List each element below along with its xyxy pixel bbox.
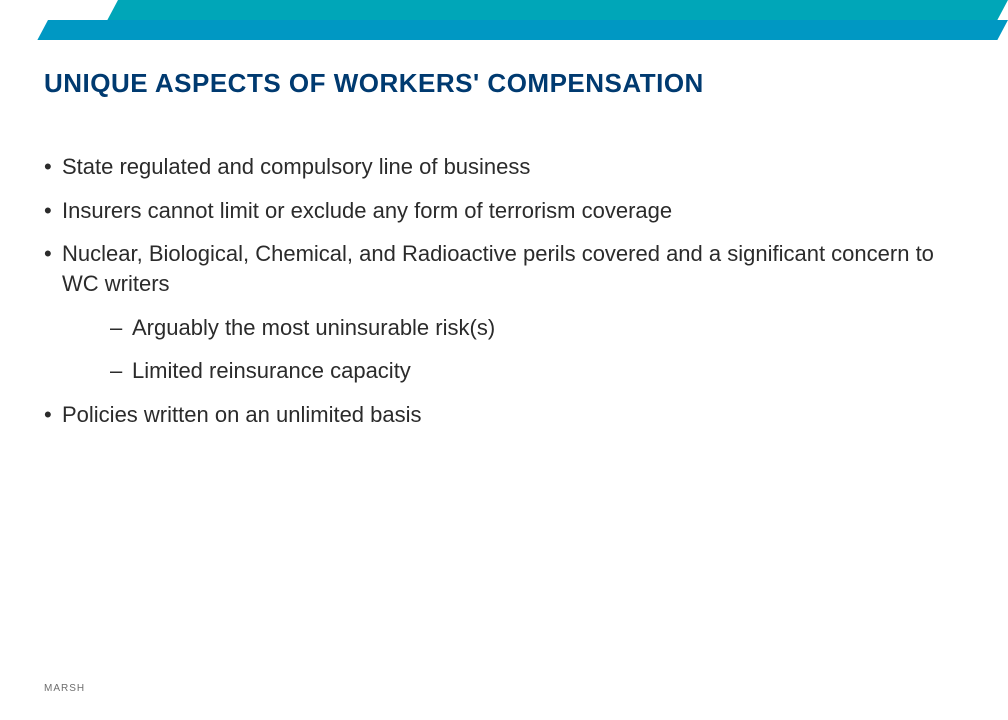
- slide: UNIQUE ASPECTS OF WORKERS' COMPENSATION …: [0, 0, 1008, 720]
- bullet-text: Nuclear, Biological, Chemical, and Radio…: [62, 241, 934, 296]
- slide-content: State regulated and compulsory line of b…: [44, 152, 964, 444]
- bullet-text: Insurers cannot limit or exclude any for…: [62, 198, 672, 223]
- bullet-item: Nuclear, Biological, Chemical, and Radio…: [44, 239, 964, 386]
- sub-bullet-text: Limited reinsurance capacity: [132, 358, 411, 383]
- bullet-item: Insurers cannot limit or exclude any for…: [44, 196, 964, 226]
- footer-brand: MARSH: [44, 683, 85, 694]
- sub-bullet-text: Arguably the most uninsurable risk(s): [132, 315, 495, 340]
- bullet-item: Policies written on an unlimited basis: [44, 400, 964, 430]
- bullet-text: Policies written on an unlimited basis: [62, 402, 422, 427]
- bullet-item: State regulated and compulsory line of b…: [44, 152, 964, 182]
- sub-bullet-list: Arguably the most uninsurable risk(s) Lim…: [110, 313, 964, 386]
- banner-bar-top: [107, 0, 1008, 20]
- slide-title: UNIQUE ASPECTS OF WORKERS' COMPENSATION: [44, 68, 964, 99]
- bullet-text: State regulated and compulsory line of b…: [62, 154, 530, 179]
- banner-bar-bottom: [37, 20, 1008, 40]
- header-banner: [0, 0, 1008, 48]
- sub-bullet-item: Limited reinsurance capacity: [110, 356, 964, 386]
- sub-bullet-item: Arguably the most uninsurable risk(s): [110, 313, 964, 343]
- bullet-list: State regulated and compulsory line of b…: [44, 152, 964, 430]
